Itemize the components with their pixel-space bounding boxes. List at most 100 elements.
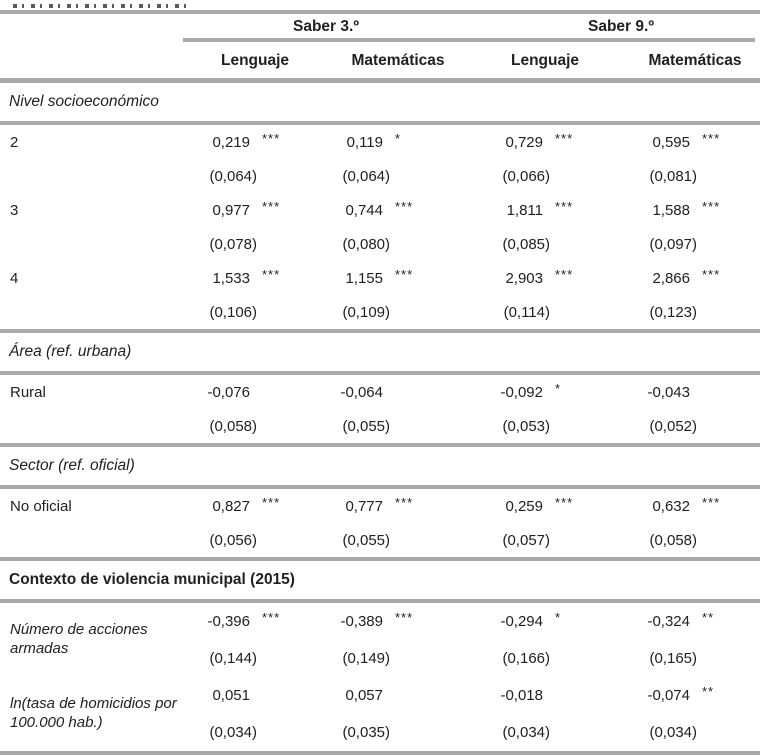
coefficient-value: -0,294 [500,613,543,630]
significance-stars [383,677,426,714]
significance-stars: *** [250,489,293,523]
coefficient-value: 0,729 [505,133,543,151]
coefficient-value: 0,777 [345,497,383,515]
star-glyphs: *** [555,494,574,510]
coefficient-value: 1,588 [652,201,690,219]
significance-stars: *** [543,261,586,295]
significance-stars: ** [690,603,760,640]
group-underline-rule [183,38,755,42]
coefficient-value: 0,057 [345,687,383,704]
standard-error: (0,052) [649,417,697,435]
significance-stars: *** [690,193,760,227]
star-glyphs: *** [395,266,414,282]
significance-stars [250,375,293,409]
section-title: Contexto de violencia municipal (2015) [9,571,295,588]
standard-error: (0,064) [342,167,390,185]
table-row: ln(tasa de homicidios por 100.000 hab.) 0… [0,677,760,751]
star-glyphs: *** [262,198,281,214]
significance-stars: *** [250,125,293,159]
horizontal-rule [0,557,760,561]
significance-stars [690,375,760,409]
standard-error: (0,055) [342,417,390,435]
coefficient-value: -0,389 [340,613,383,630]
standard-error: (0,034) [502,724,550,741]
coefficient-value: 1,155 [345,269,383,287]
clipped-caption-strip [0,0,760,10]
standard-error: (0,035) [342,724,390,741]
coefficient-value: 0,595 [652,133,690,151]
horizontal-rule [0,443,760,447]
row-label: No oficial [10,497,72,515]
significance-stars: *** [250,603,293,640]
standard-error: (0,166) [502,650,550,667]
coefficient-value: -0,324 [647,613,690,630]
significance-stars: *** [383,489,426,523]
standard-error: (0,034) [209,724,257,741]
star-glyphs: *** [395,610,414,625]
table-row: No oficial 0,827 *** (0,056) 0,777 *** (0,055)… [0,489,760,557]
star-glyphs: ** [702,684,715,699]
coefficient-value: -0,092 [500,383,543,401]
standard-error: (0,055) [342,531,390,549]
coefficient-value: 0,827 [212,497,250,515]
row-label: ln(tasa de homicidios por 100.000 hab.) [10,695,177,731]
table-body: Nivel socioeconómico 2 0,219 *** (0,064) 0,11… [0,83,760,755]
section-title: Nivel socioeconómico [9,93,159,110]
group-header-saber-9: Saber 9.º [588,18,654,35]
star-glyphs: ** [702,610,715,625]
star-glyphs: * [555,610,562,625]
significance-stars: *** [543,193,586,227]
significance-stars: *** [543,125,586,159]
standard-error: (0,106) [209,303,257,321]
standard-error: (0,078) [209,235,257,253]
significance-stars [543,677,586,714]
star-glyphs: *** [262,130,281,146]
clipped-text-fragment [13,4,189,8]
horizontal-rule [0,599,760,603]
horizontal-rule [0,485,760,489]
horizontal-rule [0,78,760,83]
star-glyphs: *** [262,266,281,282]
standard-error: (0,114) [503,303,550,321]
standard-error: (0,165) [649,650,697,667]
section-title: Área (ref. urbana) [9,343,132,360]
table-row: Número de acciones armadas -0,396 *** (0,14… [0,603,760,677]
coefficient-value: 2,903 [505,269,543,287]
coefficient-value: 0,119 [346,133,383,151]
row-label: Número de acciones armadas [10,621,148,657]
column-header-lenguaje-s9: Lenguaje [510,52,580,69]
table-row: 3 0,977 *** (0,078) 0,744 *** (0,080) 1,811 *** (… [0,193,760,261]
standard-error: (0,034) [649,724,697,741]
star-glyphs: *** [395,494,414,510]
significance-stars: *** [690,125,760,159]
coefficient-value: 2,866 [652,269,690,287]
coefficient-value: 0,977 [212,201,250,219]
significance-stars: *** [543,489,586,523]
coefficient-value: -0,396 [207,613,250,630]
standard-error: (0,097) [649,235,697,253]
significance-stars: ** [690,677,760,714]
significance-stars: *** [250,261,293,295]
standard-error: (0,144) [209,650,257,667]
standard-error: (0,066) [502,167,550,185]
significance-stars: *** [383,193,426,227]
standard-error: (0,064) [209,167,257,185]
coefficient-value: -0,064 [340,383,383,401]
star-glyphs: *** [702,266,721,282]
coefficient-value: 0,051 [212,687,250,704]
coefficient-value: 0,744 [345,201,383,219]
star-glyphs: *** [555,266,574,282]
horizontal-rule [0,121,760,125]
star-glyphs: *** [262,610,281,625]
significance-stars: * [543,603,586,640]
significance-stars [383,375,426,409]
coefficient-value: -0,018 [500,687,543,704]
standard-error: (0,058) [209,417,257,435]
row-label: 3 [10,201,19,219]
horizontal-rule [0,329,760,333]
standard-error: (0,080) [342,235,390,253]
standard-error: (0,123) [649,303,697,321]
horizontal-rule [0,751,760,755]
row-label: 2 [10,133,19,151]
